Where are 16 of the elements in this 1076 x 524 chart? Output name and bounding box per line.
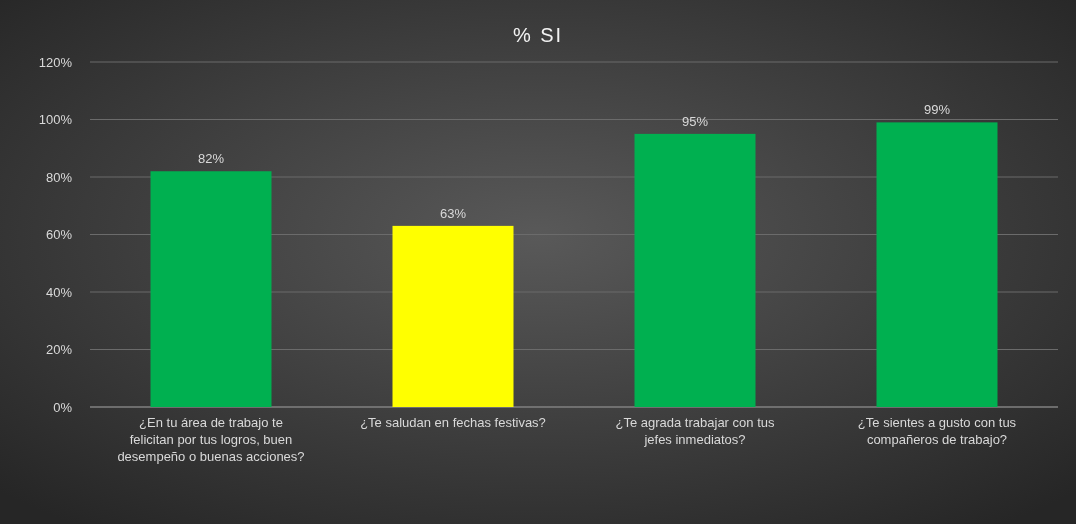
- data-label: 95%: [681, 113, 709, 129]
- x-tick-label: ¿Te saludan en fechas festivas?: [360, 415, 546, 430]
- data-label: 82%: [197, 151, 225, 167]
- y-tick-label: 120%: [38, 54, 73, 70]
- y-tick-label: 80%: [45, 169, 73, 185]
- x-tick-label: ¿En tu área de trabajo te felicitan por tus logros, buen desempeño o buenas acciones?: [117, 415, 305, 464]
- y-tick-label: 60%: [45, 227, 73, 243]
- y-tick-label: 40%: [45, 284, 73, 300]
- chart-title: % SI: [512, 24, 564, 46]
- x-tick-label: ¿Te sientes a gusto con tus compañeros de trabajo?: [857, 415, 1017, 447]
- y-tick-label: 0%: [53, 399, 73, 415]
- x-tick-label: ¿Te agrada trabajar con tus jefes inmediatos?: [615, 415, 775, 447]
- y-tick-label: 20%: [45, 342, 73, 358]
- data-label: 63%: [439, 205, 467, 221]
- y-tick-label: 100%: [38, 112, 73, 128]
- data-label: 99%: [923, 102, 951, 118]
